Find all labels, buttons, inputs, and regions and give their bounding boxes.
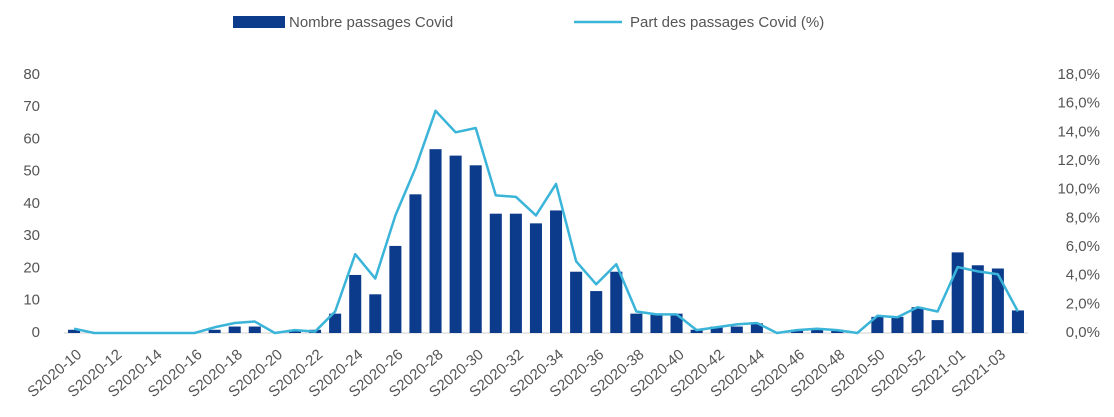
y-tick-label: 80 [23,66,40,83]
bar [389,245,402,333]
y2-tick-label: 12,0% [1057,152,1100,169]
bar [811,329,824,333]
bar [248,326,261,333]
y2-tick-label: 14,0% [1057,123,1100,140]
bar [329,313,342,333]
bar [349,274,362,333]
bar [710,326,723,333]
bar [610,271,623,333]
bar [469,165,482,333]
y-tick-label: 60 [23,130,40,147]
bar [550,210,563,333]
bar [409,194,422,333]
bar [489,213,502,333]
bar [429,149,442,333]
y2-tick-label: 16,0% [1057,95,1100,112]
bar [1011,310,1024,333]
y-tick-label: 10 [23,292,40,309]
bar [208,329,221,333]
bar [730,326,743,333]
bar [911,307,924,333]
bar [68,329,81,333]
bar [931,320,944,333]
bar [971,265,984,333]
bar [529,223,542,333]
y-tick-label: 40 [23,195,40,212]
bar [650,313,663,333]
legend-swatch [233,16,285,28]
y-tick-label: 30 [23,227,40,244]
y2-tick-label: 2,0% [1066,295,1100,312]
bar [369,294,382,333]
line [73,109,1020,335]
y-tick-label: 50 [23,163,40,180]
y2-tick-label: 8,0% [1066,209,1100,226]
bar [951,252,964,333]
legend-label: Part des passages Covid (%) [630,14,824,31]
y2-tick-label: 4,0% [1066,267,1100,284]
bar [449,155,462,333]
y2-tick-label: 0,0% [1066,324,1100,341]
bar [228,326,241,333]
bar [509,213,522,333]
bar [630,313,643,333]
bar [670,313,683,333]
bar [891,316,904,333]
bar [690,329,703,333]
bar [871,316,884,333]
y2-tick-label: 6,0% [1066,238,1100,255]
bar [590,291,603,333]
y-tick-label: 0 [32,324,40,341]
bar [750,323,763,333]
y-tick-label: 20 [23,259,40,276]
y-tick-label: 70 [23,98,40,115]
y2-tick-label: 18,0% [1057,66,1100,83]
bar [991,268,1004,333]
y2-tick-label: 10,0% [1057,181,1100,198]
bar [570,271,583,333]
legend-label: Nombre passages Covid [289,14,453,31]
